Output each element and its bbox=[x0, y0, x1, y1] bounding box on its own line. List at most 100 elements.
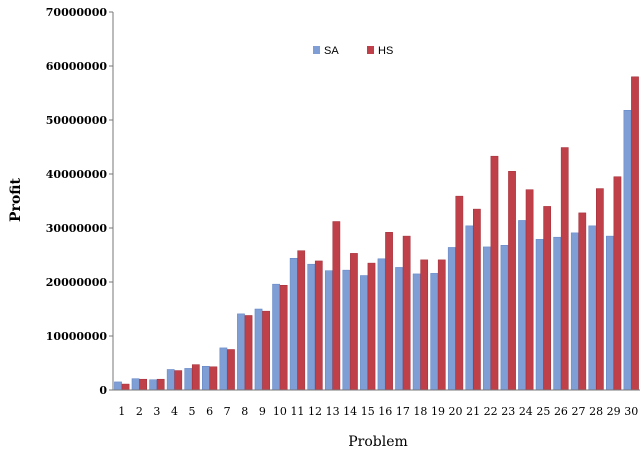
x-tick-label: 11 bbox=[290, 405, 304, 418]
bar-hs-27 bbox=[578, 212, 587, 391]
x-tick-label: 16 bbox=[378, 405, 392, 418]
bar-hs-2 bbox=[139, 378, 147, 391]
x-tick-label: 10 bbox=[273, 405, 287, 418]
x-tick-label: 6 bbox=[206, 405, 213, 418]
bars bbox=[114, 76, 639, 391]
bar-hs-22 bbox=[490, 155, 499, 391]
y-axis-title: Profit bbox=[8, 178, 24, 222]
y-tick-label: 40000000 bbox=[46, 168, 108, 181]
bar-hs-17 bbox=[402, 235, 411, 391]
bar-sa-1 bbox=[114, 381, 122, 391]
bar-sa-21 bbox=[465, 225, 474, 391]
bar-hs-15 bbox=[367, 262, 376, 391]
bar-sa-25 bbox=[535, 239, 544, 391]
bar-sa-12 bbox=[307, 263, 316, 391]
bar-sa-11 bbox=[289, 257, 298, 391]
x-tick-label: 3 bbox=[153, 405, 160, 418]
legend-label-hs: HS bbox=[378, 45, 393, 57]
bar-sa-8 bbox=[237, 313, 245, 391]
bar-hs-29 bbox=[613, 176, 622, 391]
bar-sa-9 bbox=[254, 308, 263, 391]
bar-sa-20 bbox=[447, 247, 456, 391]
bar-sa-16 bbox=[377, 258, 386, 391]
bar-sa-18 bbox=[412, 273, 421, 391]
y-tick-label: 20000000 bbox=[46, 276, 108, 289]
bar-hs-21 bbox=[473, 208, 481, 391]
bar-hs-30 bbox=[631, 76, 639, 391]
x-tick-label: 20 bbox=[449, 405, 463, 418]
bar-sa-29 bbox=[606, 235, 614, 391]
bar-sa-24 bbox=[518, 220, 526, 391]
x-tick-label: 15 bbox=[361, 405, 375, 418]
bar-hs-1 bbox=[121, 383, 130, 391]
y-tick-label: 70000000 bbox=[46, 6, 108, 19]
x-tick-label: 22 bbox=[484, 405, 498, 418]
bar-hs-7 bbox=[227, 349, 235, 391]
x-tick-label: 1 bbox=[118, 405, 125, 418]
bar-hs-8 bbox=[244, 315, 253, 391]
bar-sa-26 bbox=[553, 236, 562, 391]
x-tick-label: 7 bbox=[224, 405, 231, 418]
bar-hs-18 bbox=[420, 259, 429, 391]
bar-sa-22 bbox=[483, 246, 491, 391]
bar-sa-27 bbox=[570, 232, 579, 391]
x-tick-label: 27 bbox=[572, 405, 586, 418]
bar-sa-10 bbox=[272, 283, 280, 391]
x-tick-label: 12 bbox=[308, 405, 322, 418]
legend-swatch-sa bbox=[313, 46, 320, 54]
bar-hs-13 bbox=[332, 221, 341, 391]
x-tick-label: 2 bbox=[136, 405, 143, 418]
bar-hs-12 bbox=[314, 260, 323, 391]
x-tick-label: 29 bbox=[607, 405, 621, 418]
bar-hs-11 bbox=[297, 250, 306, 391]
bar-hs-5 bbox=[191, 364, 200, 391]
bar-sa-14 bbox=[342, 269, 351, 391]
x-tick-label: 26 bbox=[554, 405, 568, 418]
x-tick-label: 14 bbox=[343, 405, 357, 418]
bar-sa-3 bbox=[149, 379, 157, 391]
bar-hs-14 bbox=[350, 253, 358, 391]
x-tick-label: 18 bbox=[413, 405, 427, 418]
bar-hs-20 bbox=[455, 195, 464, 391]
x-tick-label: 19 bbox=[431, 405, 445, 418]
y-tick-label: 0 bbox=[99, 384, 107, 397]
x-tick-label: 9 bbox=[259, 405, 266, 418]
bar-hs-25 bbox=[543, 206, 552, 391]
legend: SA HS bbox=[313, 45, 393, 57]
bar-sa-13 bbox=[324, 270, 333, 391]
x-tick-label: 21 bbox=[466, 405, 480, 418]
legend-label-sa: SA bbox=[324, 45, 339, 57]
x-axis-ticks: 1 2 3 4 5 6 7 8 9 10 11 12 13 14 15 16 17 18 19 20 21 22 23 24 2… bbox=[118, 405, 638, 418]
y-tick-label: 30000000 bbox=[46, 222, 108, 235]
bar-sa-6 bbox=[201, 365, 210, 391]
bar-hs-16 bbox=[385, 232, 393, 391]
bar-sa-4 bbox=[166, 369, 175, 391]
bar-hs-9 bbox=[262, 310, 270, 391]
bar-hs-4 bbox=[174, 370, 183, 391]
bar-hs-24 bbox=[525, 189, 534, 391]
y-axis-ticks: 0 10000000 20000000 30000000 40000000 5000000… bbox=[46, 6, 113, 397]
bar-sa-2 bbox=[131, 378, 140, 391]
x-tick-label: 24 bbox=[519, 405, 533, 418]
bar-sa-7 bbox=[219, 347, 228, 391]
bar-hs-28 bbox=[596, 188, 604, 391]
bar-hs-19 bbox=[437, 259, 446, 391]
y-tick-label: 10000000 bbox=[46, 330, 108, 343]
y-tick-label: 60000000 bbox=[46, 60, 108, 73]
x-tick-label: 13 bbox=[326, 405, 340, 418]
x-tick-label: 17 bbox=[396, 405, 410, 418]
x-tick-label: 4 bbox=[171, 405, 178, 418]
bar-sa-30 bbox=[623, 110, 632, 391]
legend-swatch-hs bbox=[367, 46, 374, 54]
x-tick-label: 5 bbox=[189, 405, 196, 418]
x-tick-label: 28 bbox=[589, 405, 603, 418]
x-tick-label: 25 bbox=[536, 405, 550, 418]
bar-hs-10 bbox=[279, 284, 288, 391]
x-tick-label: 23 bbox=[501, 405, 515, 418]
bar-sa-17 bbox=[395, 267, 403, 391]
bar-sa-28 bbox=[588, 225, 597, 391]
x-tick-label: 8 bbox=[241, 405, 248, 418]
bar-sa-5 bbox=[184, 368, 193, 391]
bar-hs-6 bbox=[209, 366, 218, 391]
